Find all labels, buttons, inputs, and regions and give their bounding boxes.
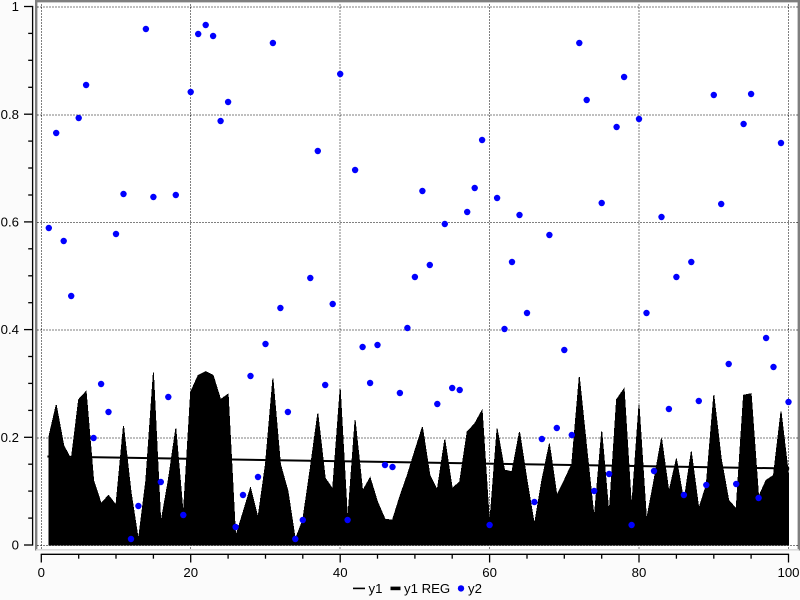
svg-text:0: 0	[12, 538, 19, 553]
svg-text:20: 20	[183, 565, 198, 580]
svg-text:100: 100	[777, 565, 799, 580]
svg-text:40: 40	[333, 565, 348, 580]
svg-text:0: 0	[38, 565, 45, 580]
svg-text:0.2: 0.2	[1, 430, 19, 445]
svg-text:y1 REG: y1 REG	[404, 581, 450, 596]
svg-text:y2: y2	[468, 581, 482, 596]
svg-text:0.6: 0.6	[1, 215, 19, 230]
svg-text:0.8: 0.8	[1, 107, 19, 122]
svg-text:1: 1	[12, 0, 19, 14]
svg-text:80: 80	[632, 565, 647, 580]
svg-text:60: 60	[482, 565, 497, 580]
svg-text:0.4: 0.4	[1, 322, 19, 337]
svg-text:y1: y1	[369, 581, 383, 596]
